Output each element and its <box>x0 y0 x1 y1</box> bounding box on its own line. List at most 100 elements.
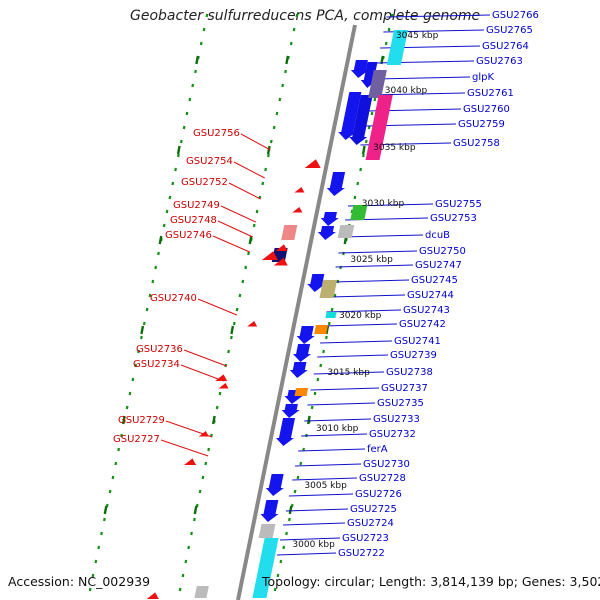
gene-label: GSU2742 <box>399 319 446 330</box>
gene-label: GSU2763 <box>476 56 523 67</box>
scale-tick <box>176 145 181 155</box>
gene-label: GSU2740 <box>150 293 197 304</box>
scale-dot <box>235 307 239 312</box>
scale-dot <box>91 573 95 578</box>
forward-gene-arrow <box>317 226 336 240</box>
scale-dot <box>204 461 208 466</box>
reverse-gene-arrow <box>261 251 278 260</box>
forward-gene-arrow <box>326 172 346 196</box>
gene-label: GSU2764 <box>482 41 529 52</box>
label-connector <box>212 235 250 253</box>
label-connector <box>183 349 227 367</box>
label-connector <box>160 439 209 457</box>
gene-label: GSU2732 <box>369 429 416 440</box>
scale-dot <box>252 223 256 228</box>
gene-label: GSU2759 <box>458 119 505 130</box>
forward-gene-arrow <box>289 362 308 378</box>
feature-block <box>368 70 387 98</box>
scale-tick <box>195 55 200 65</box>
label-connector <box>370 92 466 96</box>
gene-label: GSU2736 <box>136 344 183 355</box>
accession-text: Accession: NC_002939 <box>8 574 151 589</box>
scale-dot <box>316 377 320 382</box>
gene-label: GSU2730 <box>363 459 410 470</box>
scale-dot <box>174 167 177 172</box>
scale-dot <box>181 573 185 578</box>
scale-dot <box>148 293 152 298</box>
kbp-label: 3015 kbp <box>327 368 370 378</box>
gene-label: GSU2766 <box>492 10 539 21</box>
label-connector <box>373 76 471 80</box>
reverse-gene-arrow <box>146 592 159 599</box>
scale-dot <box>171 181 175 186</box>
scale-dot <box>261 181 265 186</box>
gene-label: GSU2748 <box>170 215 217 226</box>
scale-tick <box>230 325 235 335</box>
scale-dot <box>145 307 149 312</box>
gene-label: GSU2746 <box>165 230 212 241</box>
feature-block <box>194 586 209 598</box>
forward-gene-arrow <box>338 92 362 140</box>
rna-feature <box>252 538 279 598</box>
scale-dot <box>100 531 103 536</box>
scale-dot <box>359 167 362 172</box>
gene-label: GSU2758 <box>453 138 500 149</box>
scale-dot <box>128 391 132 396</box>
scale-dot <box>165 209 169 214</box>
scale-dot <box>367 125 371 130</box>
gene-label: GSU2756 <box>193 128 240 139</box>
scale-dot <box>168 195 172 200</box>
gene-label: GSU2734 <box>133 359 180 370</box>
label-connector <box>197 298 238 316</box>
scale-dot <box>194 69 197 74</box>
scale-dot <box>193 517 196 522</box>
gene-label: dcuB <box>425 230 450 241</box>
scale-dot <box>199 41 203 46</box>
scale-dot <box>267 153 270 158</box>
scale-dot <box>120 433 123 438</box>
topology-text: Topology: circular; Length: 3,814,139 bp… <box>262 574 600 589</box>
scale-dot <box>238 293 242 298</box>
forward-gene-arrow <box>260 500 279 522</box>
label-connector <box>332 279 410 283</box>
scale-dot <box>227 349 230 354</box>
scale-dot <box>114 461 118 466</box>
scale-dot <box>282 545 286 550</box>
scale-dot <box>188 97 192 102</box>
gene-label: GSU2750 <box>419 246 466 257</box>
scale-dot <box>215 405 219 410</box>
scale-dot <box>103 517 106 522</box>
gene-label: GSU2725 <box>350 504 397 515</box>
gene-label: GSU2733 <box>373 414 420 425</box>
kbp-label: 3025 kbp <box>350 255 393 265</box>
scale-dot <box>327 321 331 326</box>
label-connector <box>386 14 491 18</box>
forward-gene-arrow <box>281 404 300 418</box>
label-connector <box>276 552 337 556</box>
scale-dot <box>319 363 323 368</box>
gene-label: GSU2726 <box>355 489 402 500</box>
scale-dot <box>140 335 143 340</box>
scale-dot <box>134 363 138 368</box>
scale-dot <box>178 587 182 592</box>
scale-tick <box>306 415 311 425</box>
gene-label: GSU2728 <box>359 473 406 484</box>
gene-label: GSU2724 <box>347 518 394 529</box>
kbp-label: 3010 kbp <box>316 424 359 434</box>
scale-tick <box>285 55 290 65</box>
reverse-gene-arrow <box>294 187 305 193</box>
gene-label: ferA <box>367 444 388 455</box>
scale-tick <box>325 325 330 335</box>
gene-label: GSU2741 <box>394 336 441 347</box>
scale-dot <box>272 125 276 130</box>
scale-dot <box>289 41 293 46</box>
label-connector <box>240 133 271 151</box>
label-connector <box>301 433 368 437</box>
gene-label: GSU2743 <box>403 305 450 316</box>
reverse-gene-arrow <box>292 207 303 213</box>
scale-dot <box>205 13 209 18</box>
scale-dot <box>151 279 155 284</box>
reverse-gene-arrow <box>215 374 228 381</box>
forward-gene-arrow <box>265 474 284 496</box>
